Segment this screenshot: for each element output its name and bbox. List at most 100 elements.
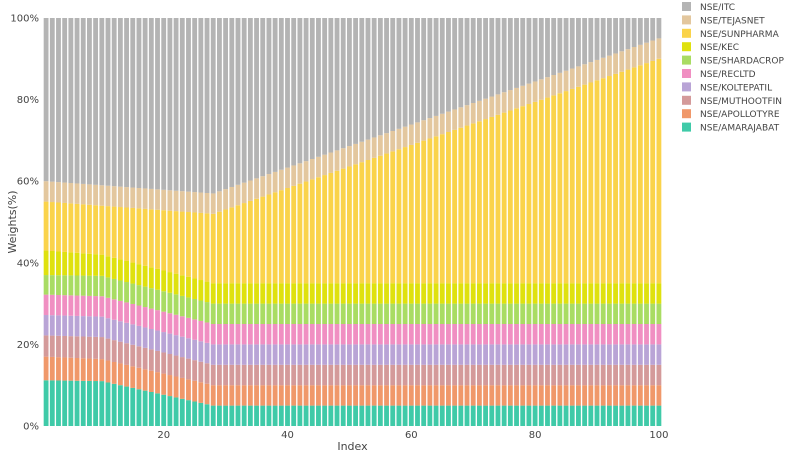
bar-segment xyxy=(229,385,235,406)
bar-segment xyxy=(396,324,402,345)
bar-segment xyxy=(223,364,229,386)
bar-segment xyxy=(303,344,309,365)
bar-segment xyxy=(198,382,204,403)
bar-segment xyxy=(210,213,216,284)
bar-segment xyxy=(538,324,544,345)
legend-item[interactable]: NSE/SUNPHARMA xyxy=(682,28,780,40)
legend-item[interactable]: NSE/MUTHOOTFIN xyxy=(682,95,782,107)
bar-segment xyxy=(62,357,68,381)
bar-segment xyxy=(644,42,649,64)
bar-segment xyxy=(99,296,105,317)
bar-segment xyxy=(328,283,334,304)
bar-segment xyxy=(439,385,445,406)
bar-segment xyxy=(545,18,550,78)
bar-segment xyxy=(545,77,550,98)
bar-segment xyxy=(551,95,557,284)
bar-segment xyxy=(346,18,352,147)
bar-segment xyxy=(619,364,625,386)
bar-segment xyxy=(340,148,346,169)
bar-segment xyxy=(619,385,625,406)
bar-segment xyxy=(576,283,581,304)
legend-item[interactable]: NSE/KOLTEPATIL xyxy=(682,82,772,93)
bar-segment xyxy=(179,336,185,358)
bar-segment xyxy=(532,405,538,426)
bar-segment xyxy=(656,303,662,324)
bar-segment xyxy=(136,346,142,368)
bar-segment xyxy=(155,189,160,210)
bar-segment xyxy=(285,405,290,426)
bar-segment xyxy=(74,183,80,204)
bar-segment xyxy=(173,18,179,191)
bar-segment xyxy=(340,283,346,304)
bar-segment xyxy=(458,18,464,108)
legend-item[interactable]: NSE/ITC xyxy=(682,2,735,13)
bar-segment xyxy=(285,385,290,406)
legend-item[interactable]: NSE/RECLTD xyxy=(682,69,756,80)
bar-segment xyxy=(316,156,321,178)
bar-segment xyxy=(545,324,550,345)
bar-segment xyxy=(68,275,74,296)
bar-segment xyxy=(520,283,526,304)
legend-item[interactable]: NSE/KEC xyxy=(682,42,739,53)
bar-segment xyxy=(606,324,612,345)
bar-segment xyxy=(260,405,266,426)
bar-segment xyxy=(656,38,662,59)
legend-swatch xyxy=(682,28,691,38)
bar-segment xyxy=(309,283,315,304)
bar-segment xyxy=(173,335,179,356)
bar-segment xyxy=(483,385,488,406)
bar-segment xyxy=(495,385,501,406)
bar-segment xyxy=(489,96,495,117)
bar-segment xyxy=(495,114,501,284)
bar-segment xyxy=(297,283,303,304)
bar-segment xyxy=(62,295,68,316)
bar-segment xyxy=(384,344,389,365)
bar-segment xyxy=(247,364,253,386)
legend-item[interactable]: NSE/APOLLOTYRE xyxy=(682,109,780,120)
bar-segment xyxy=(204,192,210,214)
bar-segment xyxy=(309,385,315,406)
bar-segment xyxy=(117,280,123,301)
bar-segment xyxy=(557,405,563,426)
bar-segment xyxy=(365,324,371,345)
bar-segment xyxy=(396,405,402,426)
bar-segment xyxy=(254,18,259,179)
bar-segment xyxy=(476,385,482,406)
bar-segment xyxy=(272,364,278,386)
x-tick-label: 100 xyxy=(649,430,668,441)
bar-segment xyxy=(446,111,451,133)
bar-segment xyxy=(142,18,148,189)
bar-segment xyxy=(179,357,185,378)
bar-segment xyxy=(359,162,365,284)
bar-segment xyxy=(130,283,136,304)
bar-segment xyxy=(43,294,49,316)
bar-segment xyxy=(241,182,247,204)
bar-segment xyxy=(272,303,278,324)
bar-segment xyxy=(254,364,259,386)
bar-segment xyxy=(223,189,229,210)
legend-item[interactable]: NSE/AMARAJABAT xyxy=(682,122,780,134)
legend-item[interactable]: NSE/TEJASNET xyxy=(682,15,765,26)
bar-segment xyxy=(99,18,105,186)
bar-segment xyxy=(334,170,340,284)
bar-segment xyxy=(285,18,290,168)
bar-segment xyxy=(446,132,451,284)
bar-segment xyxy=(210,303,216,324)
bar-segment xyxy=(427,118,433,139)
bar-segment xyxy=(563,91,569,284)
bar-segment xyxy=(650,303,656,324)
bar-segment xyxy=(390,18,396,131)
legend-item[interactable]: NSE/SHARDACROP xyxy=(682,55,784,67)
bar-segment xyxy=(272,385,278,406)
bar-segment xyxy=(538,303,544,324)
bar-segment xyxy=(340,18,346,149)
bar-segment xyxy=(278,364,284,386)
bar-segment xyxy=(74,315,80,337)
bar-segment xyxy=(93,184,99,206)
bar-segment xyxy=(470,385,476,406)
bar-segment xyxy=(637,385,643,406)
bar-segment xyxy=(464,324,470,345)
bar-segment xyxy=(606,55,612,77)
bar-segment xyxy=(421,283,427,304)
bar-segment xyxy=(155,209,160,269)
